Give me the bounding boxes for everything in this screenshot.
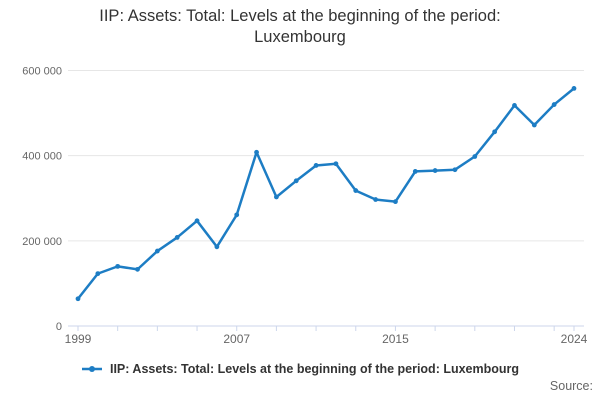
series-point[interactable] <box>214 244 220 250</box>
series-point[interactable] <box>174 235 180 240</box>
series-point[interactable] <box>95 271 101 277</box>
series-point[interactable] <box>393 199 398 205</box>
x-axis-label: 2024 <box>561 332 588 346</box>
series-point[interactable] <box>274 194 279 200</box>
chart-title-line1: IIP: Assets: Total: Levels at the beginn… <box>99 7 501 25</box>
x-axis-label: 2015 <box>382 332 409 346</box>
chart-title-line2: Luxembourg <box>254 28 346 46</box>
chart-legend: IIP: Assets: Total: Levels at the beginn… <box>0 360 600 378</box>
series-point[interactable] <box>313 163 319 168</box>
series-point[interactable] <box>412 169 418 174</box>
y-axis-label: 400 000 <box>22 151 62 163</box>
series-point[interactable] <box>75 296 81 302</box>
series-point[interactable] <box>452 167 458 173</box>
legend-marker-icon <box>81 366 102 372</box>
series-point[interactable] <box>353 188 359 193</box>
series-line[interactable] <box>76 87 576 300</box>
x-axis-label: 1999 <box>65 332 92 346</box>
chart-title: IIP: Assets: Total: Levels at the beginn… <box>0 6 600 48</box>
source-label: Source: <box>549 379 593 393</box>
series-point[interactable] <box>432 168 438 173</box>
y-axis-label: 200 000 <box>22 236 62 248</box>
series-point[interactable] <box>551 102 557 107</box>
series-point[interactable] <box>333 161 339 167</box>
series-point[interactable] <box>154 248 160 254</box>
legend-item[interactable]: IIP: Assets: Total: Levels at the beginn… <box>81 362 519 376</box>
series-point[interactable] <box>135 266 140 272</box>
y-axis-label: 600 000 <box>22 66 62 78</box>
series-point[interactable] <box>293 178 299 184</box>
series-point[interactable] <box>373 197 378 202</box>
y-axis-label: 0 <box>56 321 62 333</box>
series-point[interactable] <box>512 103 517 108</box>
series-point[interactable] <box>571 85 577 91</box>
series-point[interactable] <box>531 122 537 128</box>
series-point[interactable] <box>194 218 200 224</box>
x-axis-label: 2007 <box>223 332 250 346</box>
series-point[interactable] <box>254 149 259 155</box>
legend-label: IIP: Assets: Total: Levels at the beginn… <box>109 362 520 376</box>
series-point[interactable] <box>492 129 498 135</box>
series-point[interactable] <box>234 212 240 218</box>
series-point[interactable] <box>115 263 121 269</box>
series-point[interactable] <box>472 154 478 159</box>
legend-dot <box>88 366 95 372</box>
